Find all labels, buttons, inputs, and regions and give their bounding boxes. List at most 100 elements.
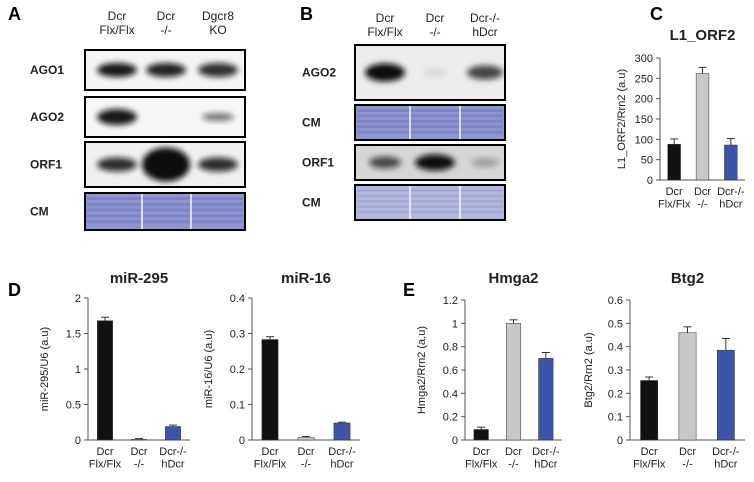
stain-stripe (87, 208, 243, 212)
x-tick-label: Dcr -/- (505, 446, 522, 471)
y-tick-label: 0.2 (608, 388, 623, 400)
y-tick-label: 0.4 (608, 342, 623, 354)
panel-letter: E (403, 280, 415, 300)
y-tick-label: 200 (635, 94, 653, 106)
lane-label: Dcr-/-hDcr (470, 11, 500, 39)
blot-frame (84, 96, 246, 138)
y-tick-label: 2 (75, 293, 81, 305)
blot-frame (354, 104, 506, 141)
bar (640, 380, 659, 441)
y-tick-label: 0.2 (443, 412, 458, 424)
error-bar (698, 66, 707, 74)
row-label: CM (302, 196, 321, 210)
bar (678, 332, 697, 441)
stain-stripe (357, 194, 503, 198)
y-tick-label: 0 (75, 435, 81, 447)
y-tick-label: 0.6 (608, 295, 623, 307)
bar (505, 323, 522, 441)
stain-stripe (357, 109, 503, 112)
blot-band (97, 157, 137, 172)
panel-letter: A (8, 4, 21, 24)
error-bar (338, 421, 346, 423)
y-tick-label: 1.5 (66, 329, 81, 341)
bar (297, 437, 315, 441)
blot-band (146, 63, 186, 77)
bar (97, 320, 113, 441)
bar (538, 358, 554, 441)
blot-band (423, 68, 447, 77)
error-bar (169, 424, 177, 427)
y-axis-label: miR-295/U6 (a.u) (39, 327, 51, 411)
bar (473, 429, 489, 441)
y-tick-label: 0 (239, 435, 245, 447)
chart-title: miR-16 (281, 270, 331, 287)
x-tick-label: Dcr -/- (679, 446, 696, 471)
row-label: CM (30, 205, 49, 219)
x-tick-label: Dcr Flx/Flx (465, 446, 498, 471)
lane-label: Dcr -/- (157, 9, 176, 37)
y-axis-label: Btg2/Rrn2 (a.u) (583, 332, 595, 407)
blot-band (202, 113, 234, 121)
error-bar (683, 326, 692, 333)
stain-stripe (357, 199, 503, 203)
y-tick-label: 0.5 (66, 400, 81, 412)
error-bar (477, 426, 486, 430)
blot-band (97, 63, 137, 77)
bar (131, 439, 147, 441)
x-tick-label: Dcr-/-hDcr (159, 446, 187, 471)
row-label: AGO2 (30, 110, 64, 124)
row-label: ORF1 (302, 156, 334, 170)
error-bar (509, 319, 518, 324)
x-tick-label: Dcr-/-hDcr (717, 186, 745, 211)
blot-band (142, 147, 190, 182)
error-bar (302, 435, 310, 438)
lane-label: Dgcr8 KO (202, 9, 234, 37)
y-axis-label: Hmga2/Rrn2 (a.u) (416, 326, 428, 414)
blot-band (365, 63, 405, 82)
error-bar (645, 376, 654, 381)
blot-frame (354, 184, 506, 221)
y-tick-label: 1 (75, 364, 81, 376)
panel-letter: D (8, 280, 21, 300)
bar (695, 73, 710, 181)
y-axis-label: miR-16/U6 (a.u) (203, 330, 215, 408)
x-tick-label: Dcr Flx/Flx (89, 446, 122, 471)
row-label: AGO2 (302, 66, 336, 80)
y-tick-label: 0.8 (443, 342, 458, 354)
x-tick-label: Dcr -/- (130, 446, 147, 471)
y-tick-label: 0.3 (608, 365, 623, 377)
stain-stripe (87, 197, 243, 200)
y-tick-label: 1 (452, 318, 458, 330)
x-tick-label: Dcr Flx/Flx (254, 446, 287, 471)
row-label: CM (302, 116, 321, 130)
error-bar (266, 336, 274, 340)
row-label: ORF1 (30, 158, 62, 172)
y-tick-label: 0.5 (608, 318, 623, 330)
error-bar (541, 352, 550, 359)
stain-stripe (357, 189, 503, 192)
bar (724, 144, 738, 181)
error-bar (726, 138, 735, 146)
y-tick-label: 0.1 (230, 400, 245, 412)
blot-band (198, 157, 238, 172)
x-tick-label: Dcr -/- (297, 446, 314, 471)
x-tick-label: Dcr Flx/Flx (633, 446, 666, 471)
lane-label: Dcr Flx/Flx (367, 11, 402, 39)
error-bar (101, 316, 109, 321)
chart-title: Btg2 (671, 270, 704, 287)
blot-frame (354, 44, 506, 101)
stain-stripe (357, 130, 503, 134)
chart-title: L1_ORF2 (670, 27, 736, 44)
lane-label: Dcr -/- (426, 11, 445, 39)
y-tick-label: 0 (452, 435, 458, 447)
bar (261, 339, 279, 441)
y-tick-label: 0.2 (230, 364, 245, 376)
panel-letter: C (650, 4, 663, 24)
y-tick-label: 0 (617, 435, 623, 447)
blot-frame (84, 141, 246, 188)
x-tick-label: Dcr -/- (694, 186, 711, 211)
y-tick-label: 0.6 (443, 365, 458, 377)
y-tick-label: 300 (635, 53, 653, 65)
stain-stripe (87, 202, 243, 206)
